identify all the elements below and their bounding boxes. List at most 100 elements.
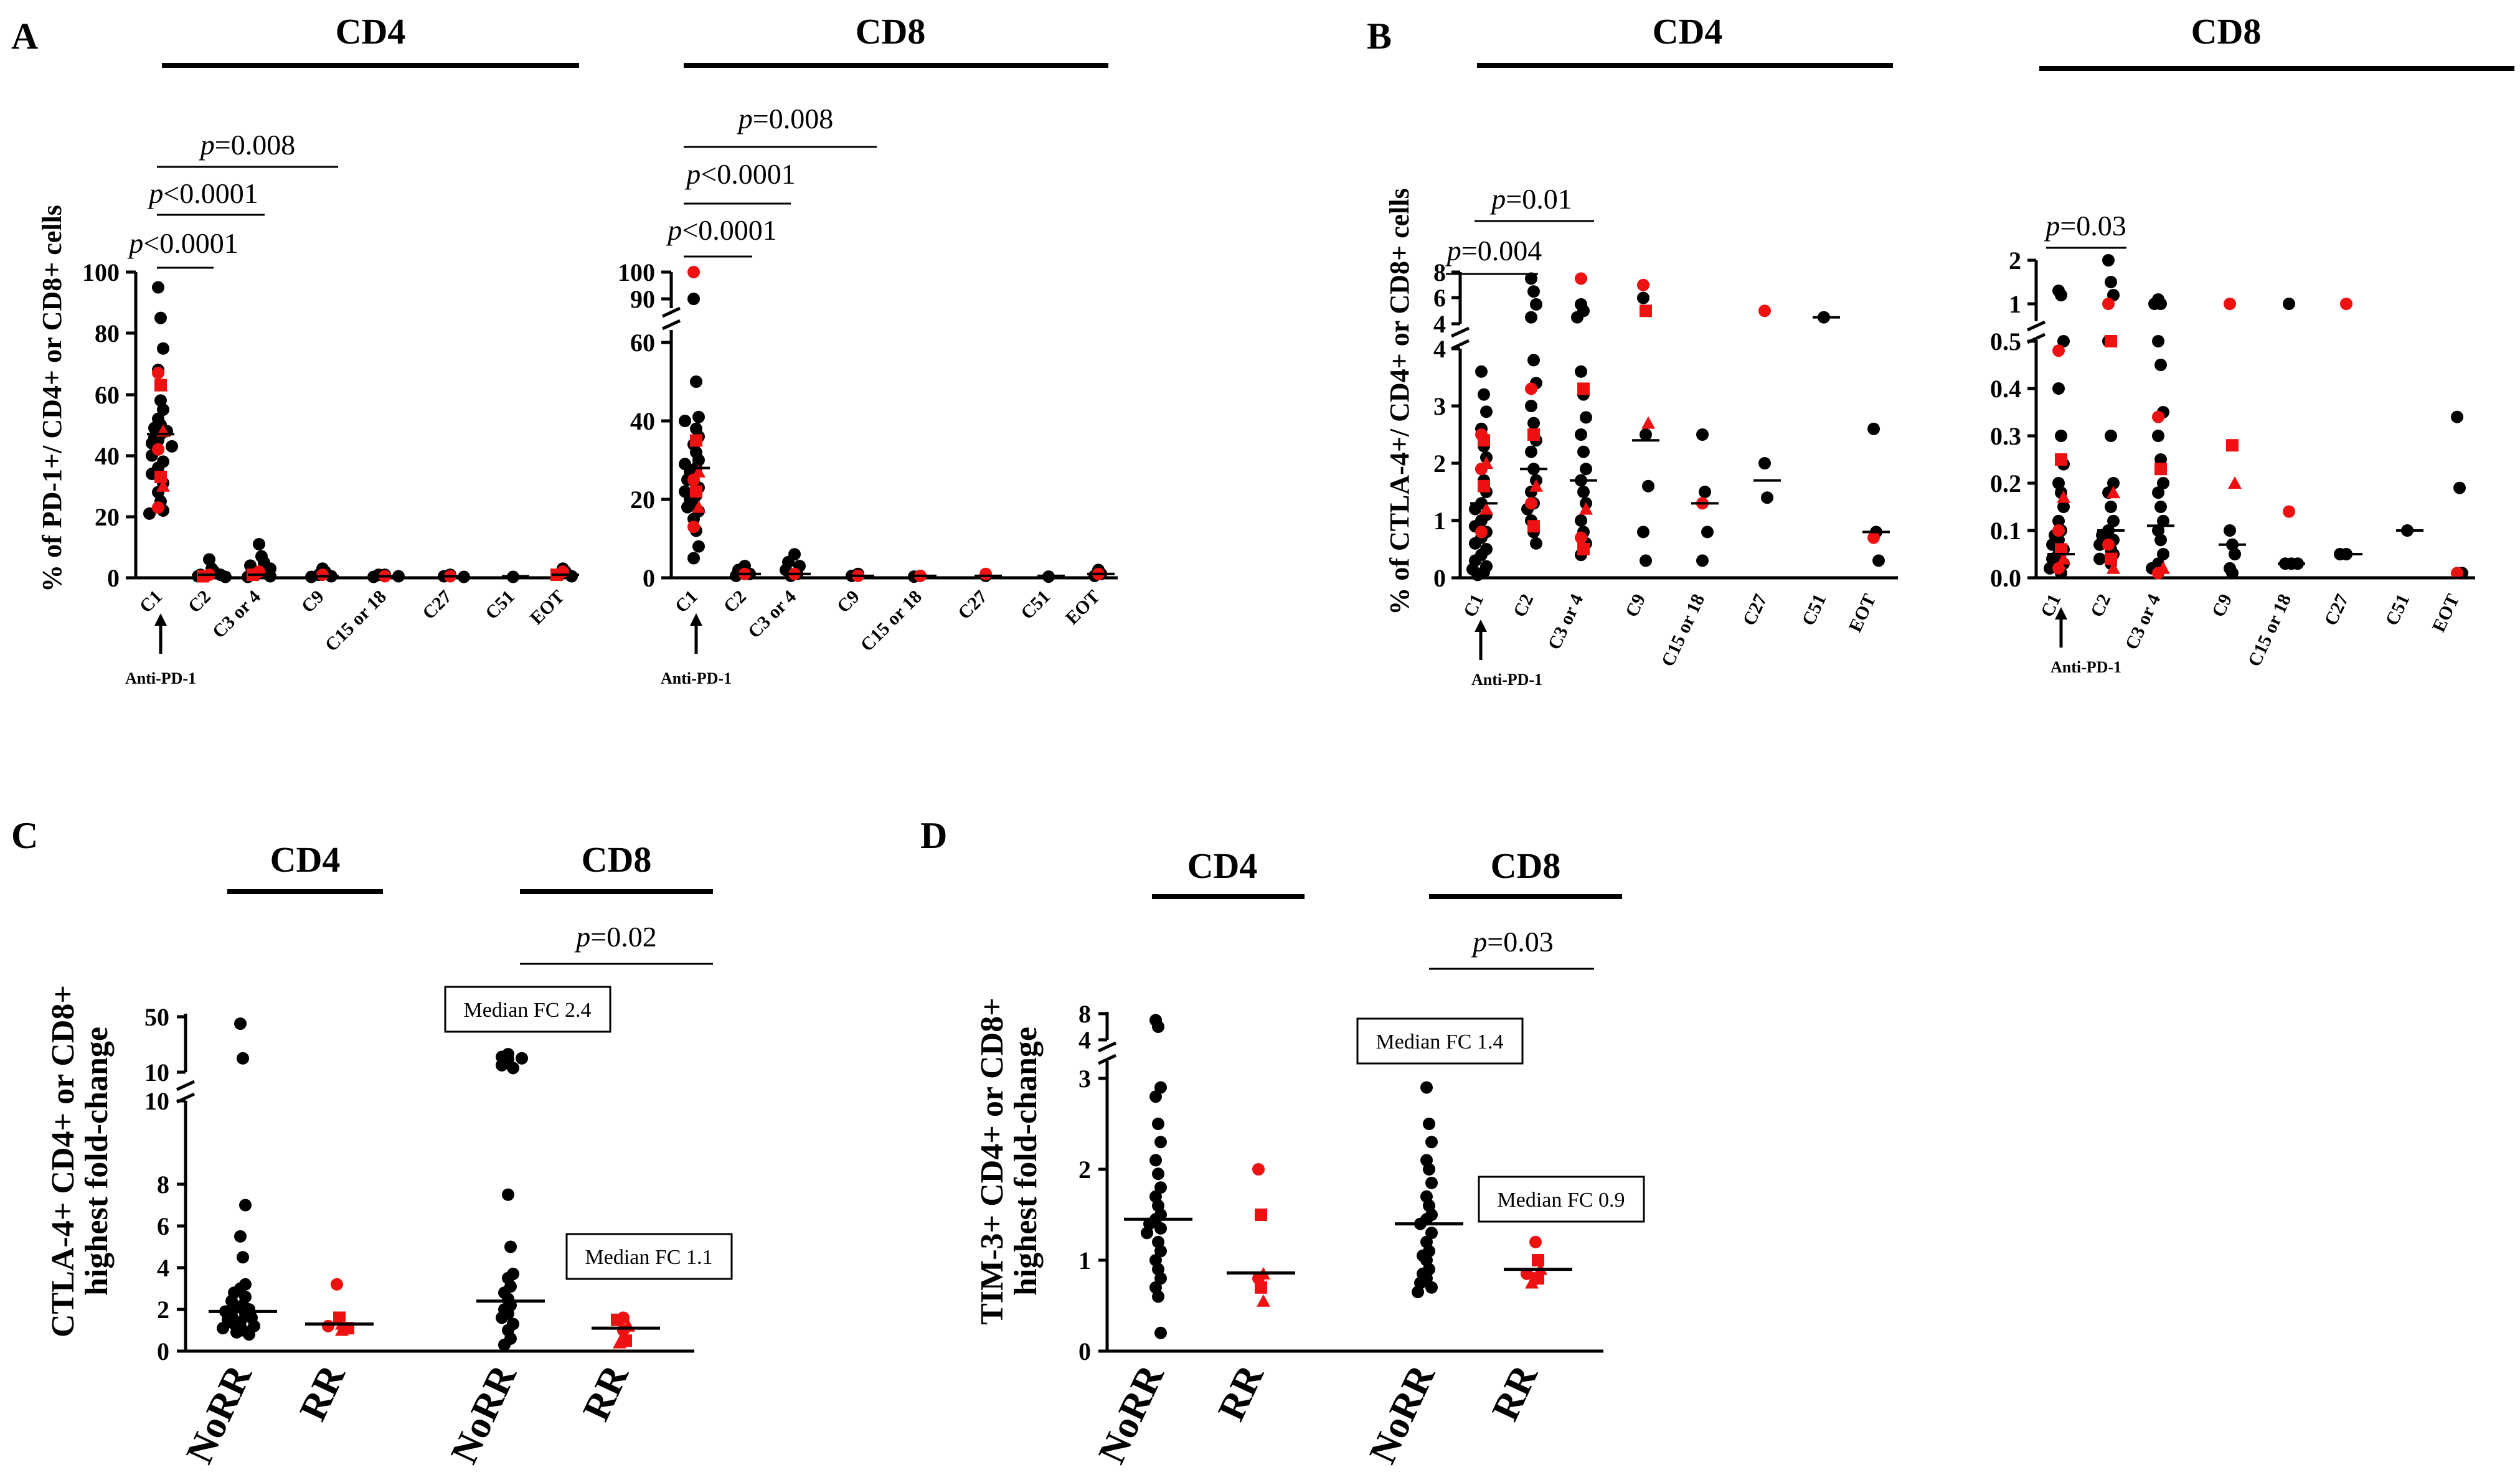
y-tick-label: 20	[630, 486, 655, 514]
x-tick-label: NoRR	[178, 1358, 260, 1470]
data-point	[687, 293, 700, 305]
data-point	[1577, 445, 1590, 458]
significance-bars: p=0.008 p<0.0001 p<0.0001	[666, 103, 877, 258]
responder-point	[2152, 567, 2164, 580]
responder-point	[979, 567, 992, 580]
responder-point	[2283, 505, 2295, 518]
data-point	[1867, 422, 1880, 435]
data-point	[1571, 311, 1583, 324]
data-point	[1412, 1286, 1424, 1299]
data-point	[2055, 289, 2067, 301]
data-point	[1527, 285, 1540, 298]
responder-point	[2055, 543, 2067, 556]
data-point	[1577, 486, 1590, 498]
data-point	[507, 1062, 519, 1075]
responder-point	[2107, 561, 2120, 574]
x-tick-label: C51	[2382, 591, 2414, 629]
data-point	[2152, 335, 2164, 347]
responder-point	[322, 1319, 334, 1332]
y-tick-label: 1	[2009, 290, 2021, 318]
p-value: p=0.03	[2044, 210, 2126, 242]
panel-C: C CD4 CD8 p=0.02 CTLA-4+ CD4+ or CD8+ hi…	[11, 815, 733, 1470]
y-tick-label: 4	[1433, 310, 1446, 338]
responder-point	[1575, 531, 1587, 544]
responder-point	[1475, 526, 1488, 539]
data-point	[2157, 548, 2169, 560]
data-point	[1530, 537, 1542, 550]
responder-point	[2052, 562, 2065, 575]
median-box-label: Median FC 0.9	[1498, 1189, 1625, 1212]
data-point	[2157, 514, 2169, 527]
anti-pd1-label: Anti-PD-1	[1471, 671, 1542, 689]
data-point	[2055, 430, 2067, 442]
data-point	[2152, 486, 2164, 499]
responder-point	[1255, 1281, 1267, 1294]
y-tick-label: 6	[1433, 284, 1446, 312]
responder-point	[2102, 538, 2115, 551]
median-box-label: Median FC 1.1	[585, 1246, 713, 1269]
x-tick-label: C9	[1621, 591, 1649, 620]
median-box: Median FC 2.4	[444, 986, 611, 1033]
significance-bars: p=0.008 p<0.0001 p<0.0001	[127, 129, 338, 269]
y-tick-label: 40	[630, 407, 655, 435]
data-point	[496, 1311, 508, 1324]
x-tick-label: C51	[481, 587, 519, 624]
responder-point	[2451, 567, 2463, 580]
y-tick-label: 3	[1078, 1065, 1091, 1093]
data-point	[239, 1199, 252, 1212]
y-axis-label: highest fold-change	[1008, 1027, 1044, 1296]
data-point	[2154, 359, 2167, 371]
y-axis-label: highest fold-change	[79, 1027, 115, 1296]
y-tick-label: 2	[1433, 450, 1446, 478]
responder-point	[1641, 416, 1655, 429]
data-point	[243, 1328, 255, 1341]
data-point	[1696, 554, 1709, 567]
data-point	[1154, 1272, 1167, 1285]
y-tick-label: 0	[1078, 1337, 1091, 1365]
x-tick-label: C3 or 4	[2121, 591, 2165, 653]
group-title: CD4	[336, 11, 406, 52]
responder-point	[1525, 1276, 1539, 1289]
y-tick-label: 6	[157, 1212, 169, 1240]
axes	[1097, 1012, 1603, 1353]
responder-point	[1640, 304, 1652, 318]
x-tick-label: EOT	[1845, 591, 1881, 635]
responder-point	[1525, 382, 1537, 395]
data-point	[1580, 463, 1592, 476]
anti-pd1-arrow: Anti-PD-1	[1471, 620, 1542, 689]
p-value: p<0.0001	[147, 177, 258, 209]
data-point	[2148, 298, 2161, 310]
data-point	[1525, 272, 1537, 285]
y-tick-label: 0	[643, 564, 655, 592]
responder-point	[1637, 278, 1649, 291]
x-tick-label: C15 or 18	[321, 587, 390, 656]
y-tick-label: 10	[144, 1087, 169, 1115]
responder-point	[1525, 497, 1537, 510]
y-tick-label: 2	[1078, 1156, 1091, 1184]
group-title: CD4	[270, 839, 341, 880]
axes	[1450, 270, 1898, 580]
group-title: CD4	[1187, 846, 1258, 886]
responder-point	[2228, 476, 2242, 489]
median-box: Median FC 1.1	[565, 1233, 733, 1280]
responder-point	[1527, 428, 1540, 441]
y-tick-label: 60	[95, 381, 120, 409]
p-value: p=0.03	[1471, 926, 1553, 958]
data-point	[1480, 405, 1493, 418]
x-tick-label: C27	[954, 587, 991, 624]
y-tick-label: 10	[144, 1058, 169, 1086]
p-value: p<0.0001	[684, 158, 795, 190]
data-point	[1640, 554, 1652, 567]
data-point	[1580, 411, 1592, 424]
y-axis-label: TIM-3+ CD4+ or CD8+	[974, 997, 1010, 1325]
x-tick-label: C15 or 18	[857, 587, 926, 656]
responder-point	[1479, 502, 1493, 515]
anti-pd1-arrow: Anti-PD-1	[125, 613, 196, 687]
responder-point	[1579, 502, 1593, 515]
anti-pd1-label: Anti-PD-1	[2050, 658, 2121, 676]
y-tick-label: 1	[1433, 507, 1446, 535]
data-point	[237, 1251, 249, 1264]
panel-A-cd8: CD8 0 20 40 60 90 100 C1 C2 C3 or 4 C9 C…	[618, 11, 1118, 687]
data-point	[2102, 254, 2115, 266]
responder-point	[1475, 463, 1488, 476]
